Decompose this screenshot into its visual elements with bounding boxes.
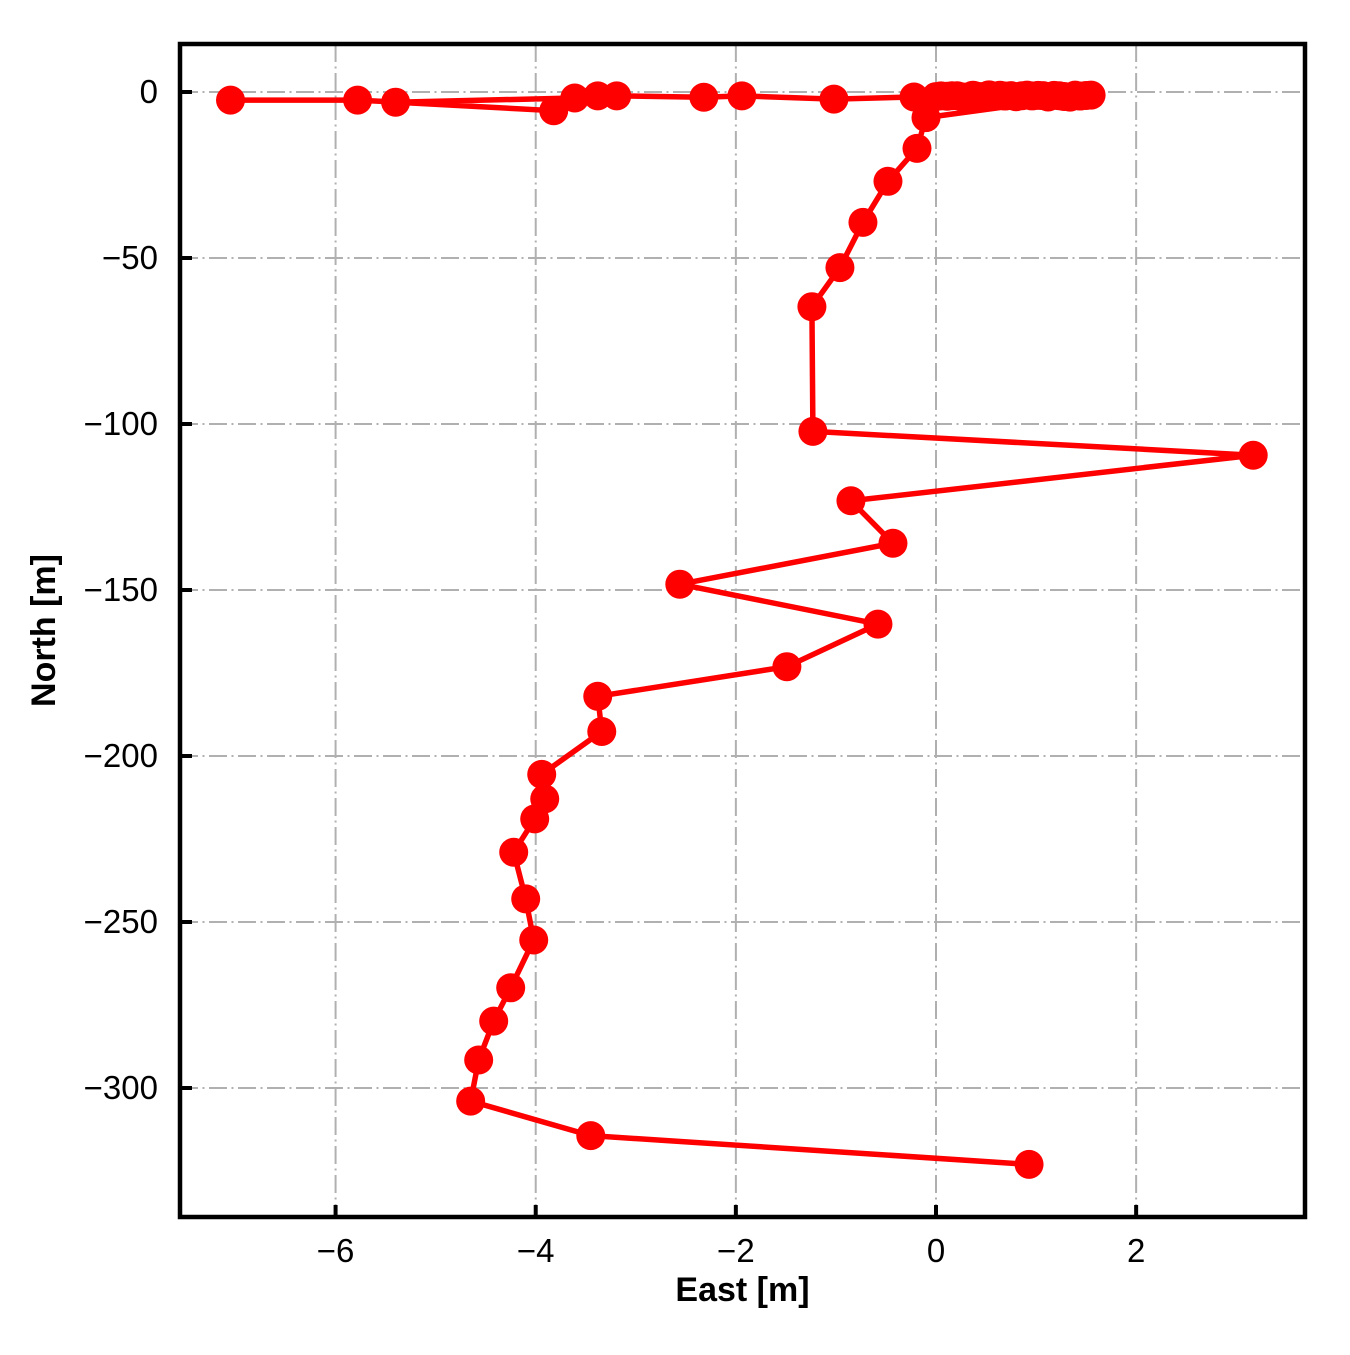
svg-text:0: 0 bbox=[927, 1232, 945, 1269]
svg-text:−200: −200 bbox=[84, 737, 158, 774]
svg-text:East [m]: East [m] bbox=[675, 1271, 809, 1309]
svg-text:−50: −50 bbox=[102, 239, 158, 276]
svg-text:−2: −2 bbox=[717, 1232, 755, 1269]
svg-text:−300: −300 bbox=[84, 1069, 158, 1106]
svg-text:−250: −250 bbox=[84, 903, 158, 940]
svg-text:−100: −100 bbox=[84, 405, 158, 442]
svg-text:North [m]: North [m] bbox=[25, 554, 63, 707]
svg-text:−150: −150 bbox=[84, 571, 158, 608]
svg-text:−6: −6 bbox=[317, 1232, 355, 1269]
svg-text:0: 0 bbox=[140, 73, 158, 110]
svg-text:−4: −4 bbox=[517, 1232, 555, 1269]
svg-text:2: 2 bbox=[1127, 1232, 1145, 1269]
